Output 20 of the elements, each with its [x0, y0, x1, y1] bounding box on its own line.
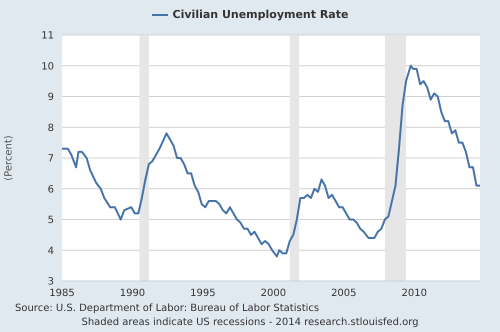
y-tick-label: 5 — [48, 215, 54, 226]
x-tick-label: 1990 — [120, 288, 146, 300]
x-tick-label: 2000 — [260, 288, 286, 300]
y-tick-label: 3 — [48, 276, 54, 288]
y-tick-label: 4 — [48, 246, 54, 257]
text: Shaded areas indicate US recessions - 2014 research.stlouisfed.org — [80, 317, 420, 328]
legend-label: Civilian Unemployment Rate — [172, 8, 348, 21]
y-axis-title: (Percent) — [4, 135, 15, 181]
y-tick-label: 10 — [41, 61, 54, 72]
x-tick-label: 1985 — [49, 288, 75, 300]
source-note: Source: U.S. Department of Labor: Bureau of Labor Statistics — [15, 303, 320, 314]
x-tick-label: 2005 — [331, 288, 357, 300]
y-tick-label: 9 — [48, 92, 54, 104]
line-series — [62, 64, 480, 258]
x-tick-label: 2010 — [402, 288, 427, 300]
y-tick-label: 8 — [48, 122, 54, 134]
y-tick-label: 6 — [48, 184, 54, 196]
y-tick-label: 11 — [41, 30, 54, 42]
y-tick-label: 7 — [48, 154, 54, 165]
x-tick-label: 1995 — [190, 288, 216, 300]
